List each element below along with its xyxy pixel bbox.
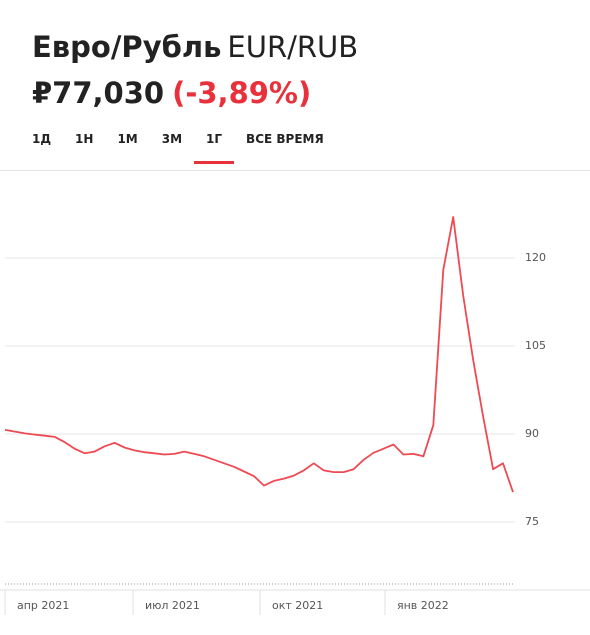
- tab[interactable]: 1М: [117, 132, 138, 146]
- y-tick-label: 120: [525, 251, 546, 264]
- price-row: ₽77,030 (-3,89%): [32, 76, 311, 110]
- x-tick-label: окт 2021: [272, 599, 323, 612]
- x-tick-label: апр 2021: [17, 599, 69, 612]
- tab[interactable]: 1Д: [32, 132, 52, 146]
- price: ₽77,030: [32, 76, 165, 110]
- ticker: EUR/RUB: [227, 30, 359, 64]
- tab[interactable]: 1Н: [75, 132, 94, 146]
- price-line: [4, 216, 514, 493]
- tab[interactable]: 3М: [161, 132, 183, 146]
- y-tick-label: 105: [525, 339, 546, 352]
- header: Евро/Рубль EUR/RUB: [32, 30, 358, 64]
- divider: [0, 170, 590, 171]
- x-tick-label: янв 2022: [397, 599, 449, 612]
- title: Евро/Рубль: [32, 30, 222, 64]
- tabs: 1Д 1Н 1М 3М 1Г ВСЕ ВРЕМЯ: [20, 128, 336, 164]
- y-tick-label: 75: [525, 515, 539, 528]
- y-tick-label: 90: [525, 427, 539, 440]
- tab[interactable]: 1Г: [194, 128, 235, 164]
- change: (-3,89%): [172, 76, 312, 110]
- x-tick-label: июл 2021: [145, 599, 200, 612]
- tab[interactable]: ВСЕ ВРЕМЯ: [246, 132, 324, 146]
